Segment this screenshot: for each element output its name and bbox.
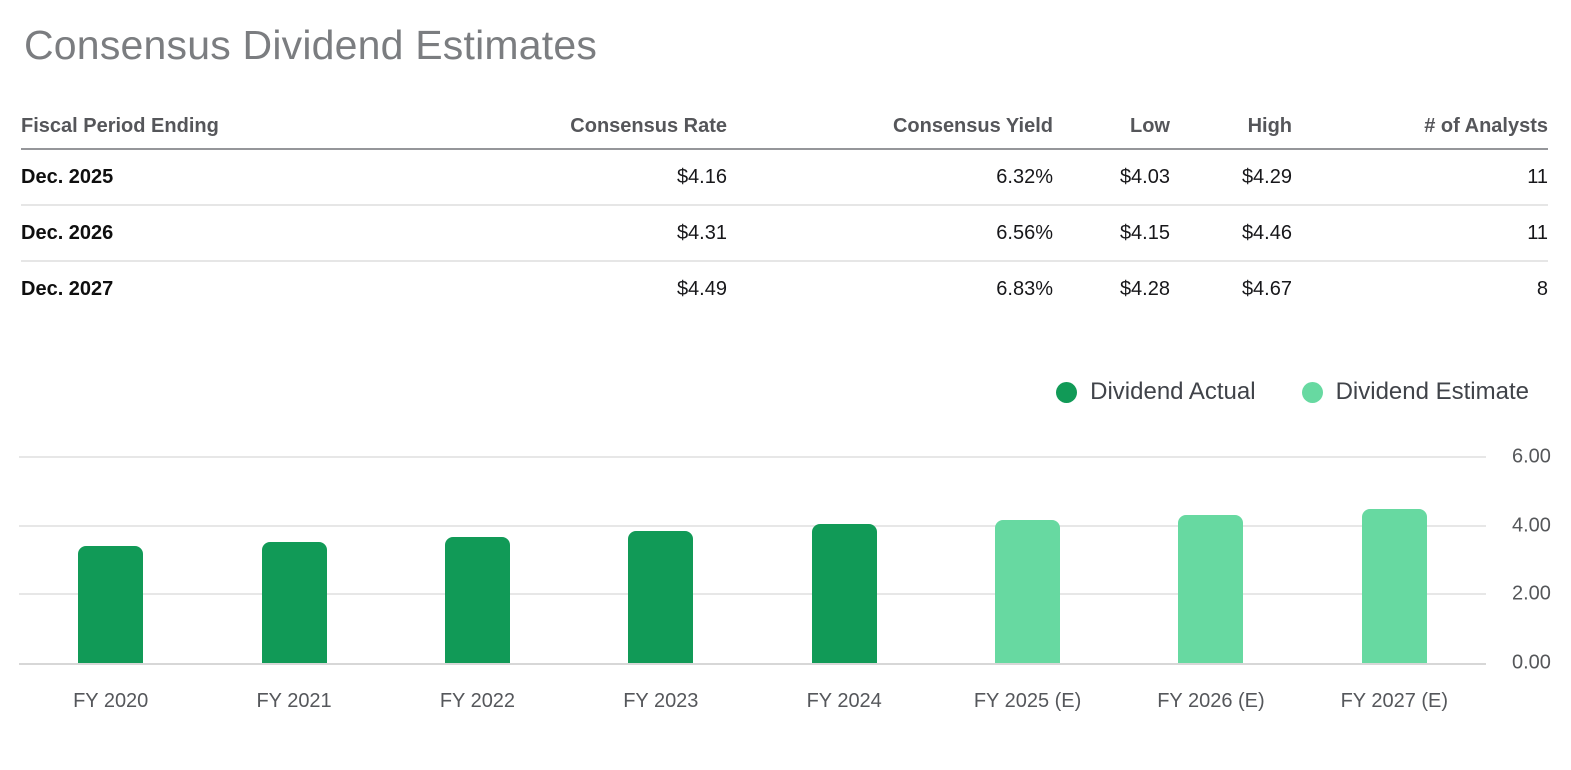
cell-low: $4.28 [1053, 260, 1170, 317]
dividend-estimates-table: Fiscal Period Ending Consensus Rate Cons… [21, 115, 1548, 317]
y-axis-tick-label: 4.00 [1512, 514, 1551, 537]
cell-rate: $4.31 [397, 204, 727, 262]
bar-fy-2020[interactable] [78, 546, 144, 664]
header-fiscal-period: Fiscal Period Ending [21, 115, 397, 151]
page-title: Consensus Dividend Estimates [24, 22, 598, 68]
legend-item-dividend-estimate[interactable]: Dividend Estimate [1301, 378, 1529, 406]
cell-analysts: 11 [1527, 166, 1548, 189]
x-axis-label: FY 2022 [439, 690, 516, 713]
x-axis-label: FY 2026 (E) [1157, 690, 1265, 713]
cell-high: $4.29 [1241, 166, 1292, 189]
table-body: Dec. 2025 $4.16 6.32% $4.03 $4.29 11 Dec. 2026… [21, 149, 1548, 317]
bar-cell [1303, 457, 1486, 664]
x-axis-labels: FY 2020 FY 2021 FY 2022 FY 2023 FY 2024 FY 20… [19, 690, 1486, 713]
y-axis-tick-label: 6.00 [1512, 445, 1551, 468]
cell-high: $4.46 [1170, 204, 1292, 262]
y-axis-tick-label: 2.00 [1512, 582, 1551, 605]
chart-legend: Dividend Actual Dividend Estimate [0, 378, 1529, 406]
bar-fy-2025-e[interactable] [995, 520, 1061, 664]
gridline [19, 593, 1486, 596]
bar-cell [1119, 457, 1302, 664]
cell-analysts: 8 [1292, 260, 1548, 317]
header-consensus-rate: Consensus Rate [397, 115, 727, 151]
bar-fy-2026-e[interactable] [1178, 515, 1244, 664]
x-axis-label: FY 2021 [256, 690, 332, 713]
cell-low: $4.15 [1053, 204, 1170, 262]
x-axis-label: FY 2023 [623, 690, 699, 713]
dividend-estimate-swatch-icon [1301, 381, 1323, 403]
dividend-bar-chart: 6.00 4.00 2.00 0.00 [19, 446, 1551, 674]
cell-period: Dec. 2025 [21, 166, 114, 189]
cell-rate: $4.16 [676, 166, 727, 189]
dividend-actual-swatch-icon [1056, 381, 1078, 403]
legend-label: Dividend Actual [1090, 378, 1256, 406]
bar-cell [386, 457, 569, 664]
header-high: High [1170, 115, 1292, 151]
header-analysts: # of Analysts [1292, 115, 1548, 151]
x-axis-label: FY 2024 [806, 690, 882, 713]
cell-high: $4.67 [1170, 260, 1292, 317]
x-axis-label: FY 2027 (E) [1340, 690, 1449, 713]
table-row: Dec. 2026 $4.31 6.56% $4.15 $4.46 11 [21, 204, 1548, 262]
bars-row [19, 457, 1486, 664]
bar-cell [936, 457, 1119, 664]
x-axis-label: FY 2020 [73, 690, 149, 713]
x-axis-line [19, 663, 1486, 666]
table-row: Dec. 2027 $4.49 6.83% $4.28 $4.67 8 [21, 260, 1548, 317]
gridline [19, 524, 1486, 527]
header-low: Low [1053, 115, 1170, 151]
bar-cell [202, 457, 385, 664]
bar-cell [19, 457, 202, 664]
bar-cell [753, 457, 936, 664]
cell-period: Dec. 2027 [21, 260, 397, 317]
cell-period: Dec. 2026 [21, 204, 397, 262]
consensus-dividend-estimates-page: Consensus Dividend Estimates Fiscal Peri… [0, 22, 1571, 770]
bar-fy-2021[interactable] [261, 542, 327, 664]
cell-rate: $4.49 [397, 260, 727, 317]
table-row: Dec. 2025 $4.16 6.32% $4.03 $4.29 11 [21, 149, 1548, 205]
gridline [19, 456, 1486, 459]
bar-fy-2024[interactable] [811, 524, 877, 664]
bar-fy-2022[interactable] [444, 536, 510, 664]
cell-analysts: 11 [1292, 204, 1548, 262]
cell-yield: 6.83% [727, 260, 1053, 317]
bar-fy-2023[interactable] [628, 531, 694, 664]
legend-item-dividend-actual[interactable]: Dividend Actual [1056, 378, 1256, 406]
header-consensus-yield: Consensus Yield [727, 115, 1053, 151]
cell-yield: 6.32% [996, 166, 1053, 189]
bar-fy-2027-e[interactable] [1361, 508, 1427, 664]
legend-label: Dividend Estimate [1335, 378, 1529, 406]
y-axis-tick-label: 0.00 [1512, 651, 1551, 674]
cell-low: $4.03 [1119, 166, 1170, 189]
cell-yield: 6.56% [727, 204, 1053, 262]
bar-cell [569, 457, 752, 664]
x-axis-label: FY 2025 (E) [973, 690, 1082, 713]
table-header-row: Fiscal Period Ending Consensus Rate Cons… [21, 115, 1548, 151]
